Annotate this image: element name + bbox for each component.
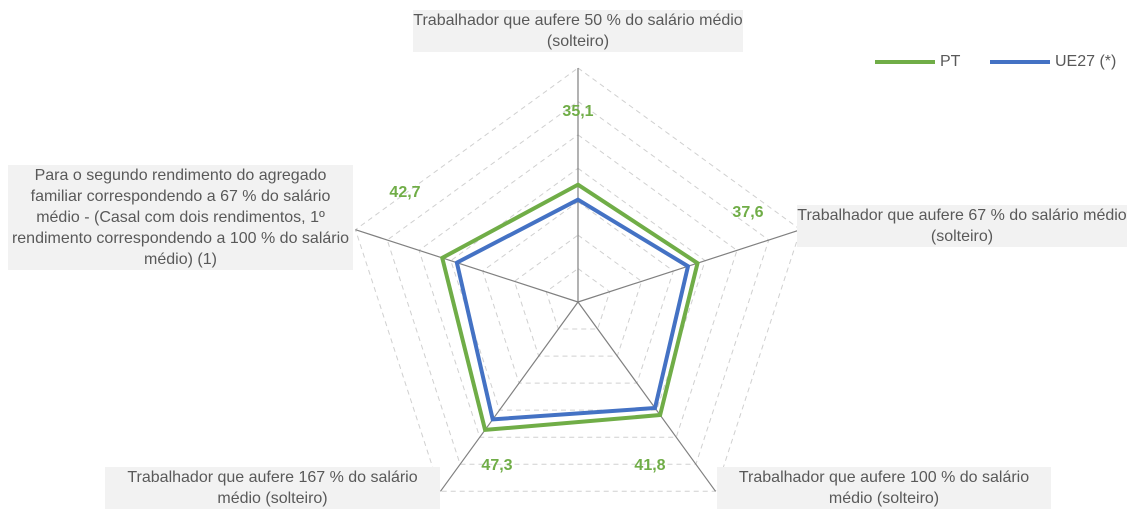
category-label: Trabalhador que aufere 167 % do salário … [105,467,440,509]
axis-line [439,301,579,492]
series-line [454,197,691,422]
series-line [439,182,700,433]
grid-ring [545,267,611,330]
grid-ring [354,67,802,492]
grid-ring [513,234,643,357]
grid-ring [418,134,738,438]
axis-line [577,301,717,492]
value-label: 35,1 [562,103,593,120]
category-label: Trabalhador que aufere 67 % do salário m… [797,205,1127,247]
grid-ring [450,167,706,411]
legend-label: PT [940,53,961,70]
category-label: Trabalhador que aufere 100 % do salário … [717,467,1051,509]
axis-line [355,229,579,303]
value-label: 42,7 [389,184,420,201]
category-label: Trabalhador que aufere 50 % do salário m… [413,10,743,52]
value-label: 37,6 [732,204,763,221]
value-label: 41,8 [634,457,665,474]
legend-label: UE27 (*) [1055,53,1116,70]
value-label: 47,3 [481,457,512,474]
category-label: Para o segundo rendimento do agregado fa… [8,165,353,270]
grid-ring [386,100,770,465]
